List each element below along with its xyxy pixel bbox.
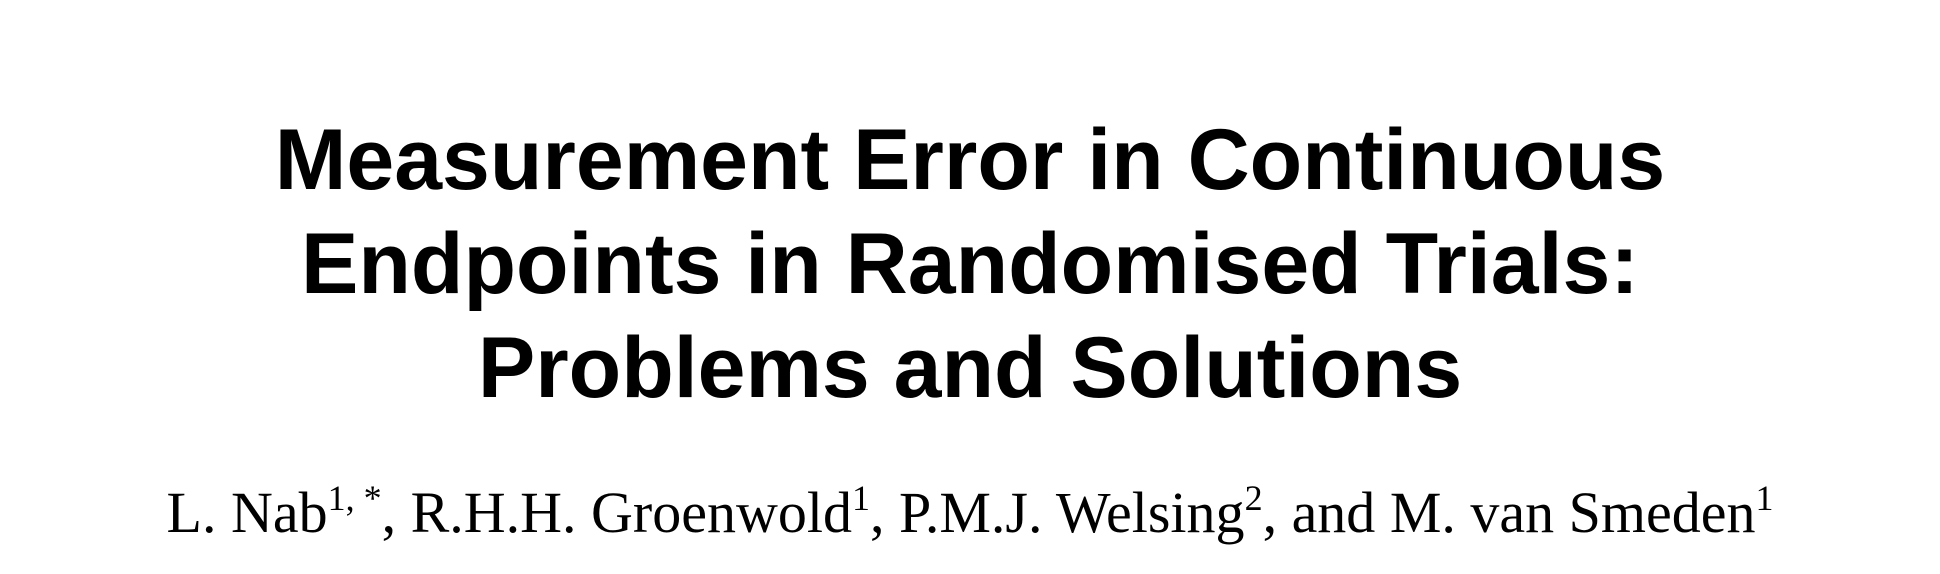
title-line-2: Endpoints in Randomised Trials: [301,216,1639,312]
author-name: R.H.H. Groenwold [410,480,852,545]
author-name: P.M.J. Welsing [898,480,1245,545]
title-line-3: Problems and Solutions [477,320,1463,416]
author-affiliation: 2 [1244,477,1263,518]
author-list: L. Nab1, *, R.H.H. Groenwold1, P.M.J. We… [0,478,1940,548]
author-separator: , [381,480,411,545]
paper-title: Measurement Error in Continuous Endpoint… [0,108,1940,420]
title-line-1: Measurement Error in Continuous [274,112,1666,208]
author-affiliation: 1, * [327,477,382,518]
author-affiliation: 1 [851,477,870,518]
author-separator: , and [1262,480,1390,545]
author-affiliation: 1 [1755,477,1774,518]
author-name: L. Nab [166,480,328,545]
author-separator: , [869,480,899,545]
author-name: M. van Smeden [1389,480,1756,545]
